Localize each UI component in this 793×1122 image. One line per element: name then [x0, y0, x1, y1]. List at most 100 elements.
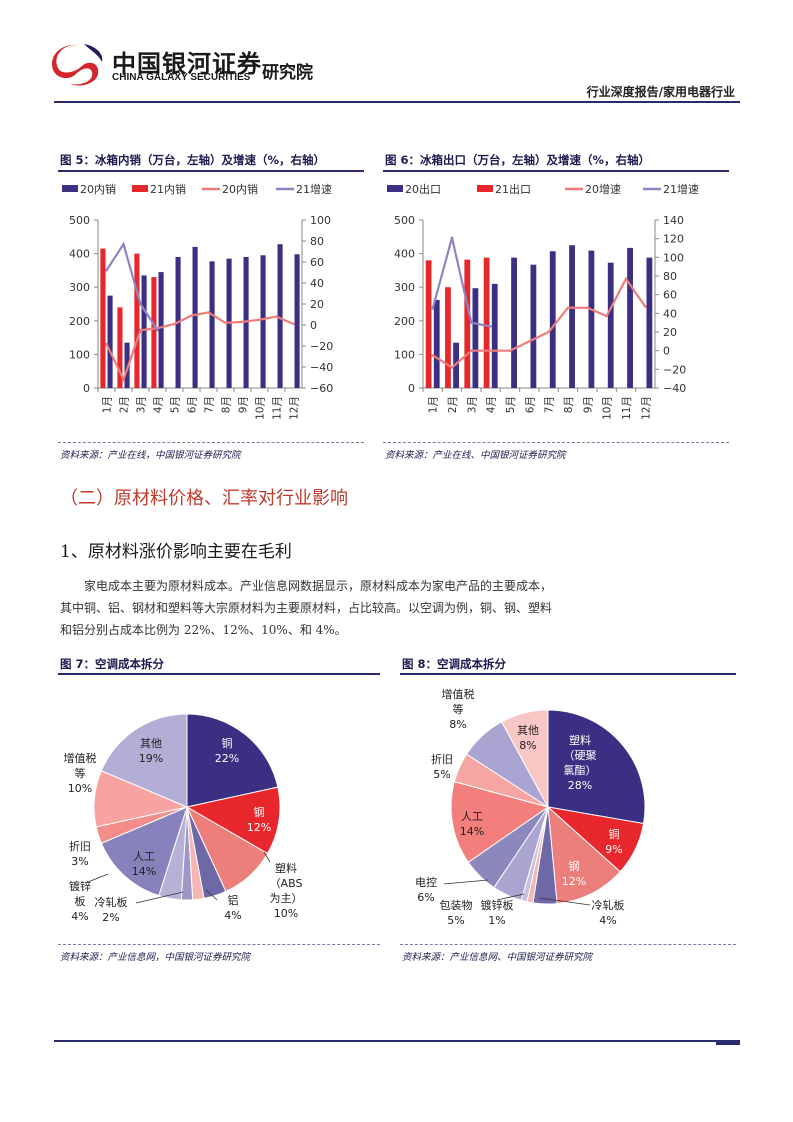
- x-tick-label: 10月: [602, 396, 614, 420]
- pie-label: （硬聚: [564, 749, 597, 762]
- x-tick-label: 1月: [428, 396, 440, 413]
- pie-label: 6%: [417, 891, 434, 904]
- point-20内销: [292, 322, 295, 326]
- pie-label: 3%: [71, 855, 88, 868]
- fig7-title: 图 7：空调成本拆分: [60, 657, 165, 671]
- point-20内销: [105, 342, 108, 346]
- point-21增速: [156, 329, 159, 332]
- line-21增速: [431, 237, 491, 328]
- pie-label: 22%: [215, 752, 239, 765]
- fig5-source: 资料来源：产业在线，中国银河证券研究院: [60, 450, 241, 461]
- footer-mark: [716, 1040, 740, 1045]
- point-20增速: [431, 354, 434, 357]
- bar-20内销: [260, 255, 266, 388]
- point-20增速: [624, 277, 628, 280]
- pie-label: 铜: [609, 827, 620, 841]
- pie-label: 电控: [415, 875, 437, 889]
- pie-label: 增值税: [442, 687, 475, 701]
- pie-label: 9%: [605, 843, 622, 856]
- x-tick-label: 4月: [486, 396, 498, 413]
- y-tick-label-right: −60: [310, 382, 333, 395]
- leader-line: [539, 897, 591, 906]
- leader-line: [496, 893, 525, 901]
- point-20内销: [122, 378, 125, 381]
- x-tick-label: 4月: [153, 396, 165, 413]
- y-tick-label-right: −20: [310, 340, 333, 353]
- y-tick-label-right: 0: [663, 345, 670, 358]
- bar-21出口: [445, 287, 451, 388]
- bar-20内销: [192, 246, 198, 388]
- point-20内销: [258, 318, 261, 321]
- institute-label: 研究院: [262, 63, 313, 83]
- x-tick-label: 3月: [466, 396, 478, 413]
- bar-20内销: [277, 244, 283, 388]
- pie-slice-0: [547, 709, 646, 825]
- y-tick-label-right: −40: [310, 361, 333, 374]
- pie-label: 1%: [488, 914, 505, 927]
- pie-label: 折旧: [69, 839, 91, 853]
- x-tick-label: 5月: [170, 396, 182, 413]
- galaxy-logo: [50, 40, 106, 90]
- point-20内销: [139, 329, 142, 332]
- bar-21内销: [100, 248, 106, 388]
- y-tick-label-right: 60: [663, 289, 677, 302]
- x-tick-label: 7月: [544, 396, 556, 413]
- y-tick-label-left: 500: [69, 214, 90, 227]
- bar-20内销: [141, 275, 147, 388]
- bar-20出口: [646, 257, 653, 388]
- x-tick-label: 12月: [640, 396, 652, 420]
- x-tick-label: 6月: [524, 396, 536, 413]
- bar-20内销: [107, 295, 113, 388]
- y-tick-label-right: 40: [310, 277, 324, 290]
- pie-label: 14%: [460, 825, 484, 838]
- y-tick-label-right: 140: [663, 214, 684, 227]
- bar-20出口: [627, 247, 633, 388]
- pie-label: 其他: [517, 724, 539, 737]
- x-tick-label: 2月: [447, 396, 459, 413]
- y-tick-label-right: 60: [310, 256, 324, 269]
- point-21增速: [470, 321, 473, 324]
- point-20内销: [190, 314, 193, 317]
- report-category: 行业深度报告/家用电器行业: [586, 85, 735, 99]
- y-tick-label-left: 100: [69, 348, 90, 361]
- point-21增速: [489, 325, 492, 328]
- pie-label: 塑料: [275, 861, 297, 875]
- bar-20内销: [124, 342, 130, 388]
- bar-21内销: [151, 277, 157, 388]
- x-tick-label: 8月: [563, 396, 575, 413]
- subsection-heading: 1、原材料涨价影响主要在毛利: [60, 542, 292, 562]
- y-tick-label-left: 100: [394, 348, 415, 361]
- leader-line: [205, 889, 218, 901]
- point-21增速: [450, 236, 454, 239]
- pie-slice-10: [100, 713, 188, 808]
- company-name-en: CHINA GALAXY SECURITIES: [112, 72, 251, 83]
- y-tick-label-right: −20: [663, 363, 686, 376]
- fig5-title-rule: [58, 170, 364, 172]
- y-tick-label-right: −40: [663, 382, 686, 395]
- legend-label-0: 20内销: [80, 182, 116, 196]
- point-20内销: [207, 311, 210, 314]
- legend-swatch-1: [132, 185, 148, 192]
- fig6-chart: 20出口 21出口 20增速 21增速 0 100 200 300 400 500 −40 −20 0 2…: [387, 182, 699, 420]
- pie-label: 等: [453, 702, 464, 716]
- pie-label: 折旧: [431, 752, 453, 766]
- pie-label: 塑料: [569, 733, 591, 747]
- pie-label: （ABS: [270, 877, 303, 890]
- bar-20出口: [569, 245, 575, 388]
- y-tick-label-right: 0: [310, 319, 317, 332]
- bar-20出口: [511, 257, 517, 388]
- fig8-title: 图 8：空调成本拆分: [402, 657, 507, 671]
- bar-20内销: [209, 261, 215, 388]
- pie-label: 12%: [562, 875, 586, 888]
- legend-label-2: 20增速: [585, 182, 621, 196]
- pie-label: 钢: [254, 806, 265, 819]
- x-tick-label: 3月: [136, 396, 148, 413]
- y-tick-label-left: 300: [394, 281, 415, 294]
- y-tick-label-right: 80: [663, 270, 677, 283]
- y-tick-label-right: 20: [310, 298, 324, 311]
- legend-label-3: 21增速: [663, 182, 699, 196]
- point-20增速: [450, 366, 454, 369]
- fig7-source-rule: [58, 944, 380, 945]
- point-20增速: [586, 306, 589, 309]
- pie-label: 10%: [274, 907, 298, 920]
